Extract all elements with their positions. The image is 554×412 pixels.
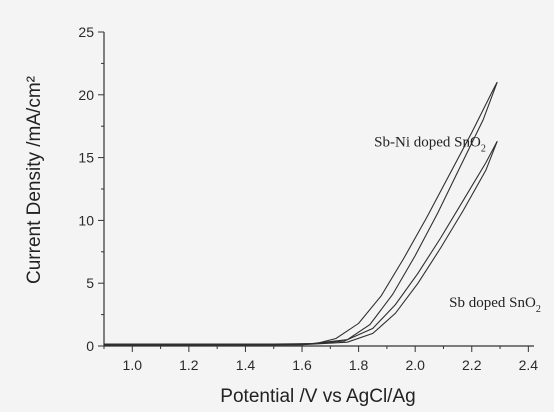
series-0-reverse-line — [104, 82, 498, 346]
x-tick-label: 1.4 — [236, 357, 256, 373]
y-tick-label: 5 — [86, 275, 94, 291]
x-tick-label: 2.4 — [519, 357, 539, 373]
y-axis-title: Current Density /mA/cm² — [24, 76, 45, 284]
y-tick-label: 0 — [86, 338, 94, 354]
x-tick-label: 1.0 — [123, 357, 143, 373]
series-0-forward-line — [104, 81, 498, 346]
series-1-forward-line — [104, 141, 498, 345]
y-tick-label: 25 — [78, 24, 94, 40]
curve-group — [104, 81, 498, 346]
x-tick-label: 1.6 — [292, 357, 312, 373]
tick-group: 1.0 1.2 1.4 1.6 1.8 2.0 2.2 2.4 0 5 10 15 20 25 — [78, 24, 538, 373]
x-tick-label: 2.0 — [405, 357, 425, 373]
x-tick-label: 1.8 — [349, 357, 369, 373]
series-label: Sb-Ni doped SnO2 — [374, 134, 486, 154]
y-tick-label: 10 — [78, 212, 94, 228]
x-tick-label: 1.2 — [179, 357, 199, 373]
annotation-group: Sb-Ni doped SnO2 Sb doped SnO2 — [374, 134, 541, 315]
y-tick-label: 15 — [78, 150, 94, 166]
x-axis-title: Potential /V vs AgCl/Ag — [220, 386, 415, 407]
y-tick-label: 20 — [78, 87, 94, 103]
x-tick-label: 2.2 — [462, 357, 482, 373]
series-label: Sb doped SnO2 — [449, 295, 541, 315]
series-1-reverse-line — [104, 141, 498, 346]
